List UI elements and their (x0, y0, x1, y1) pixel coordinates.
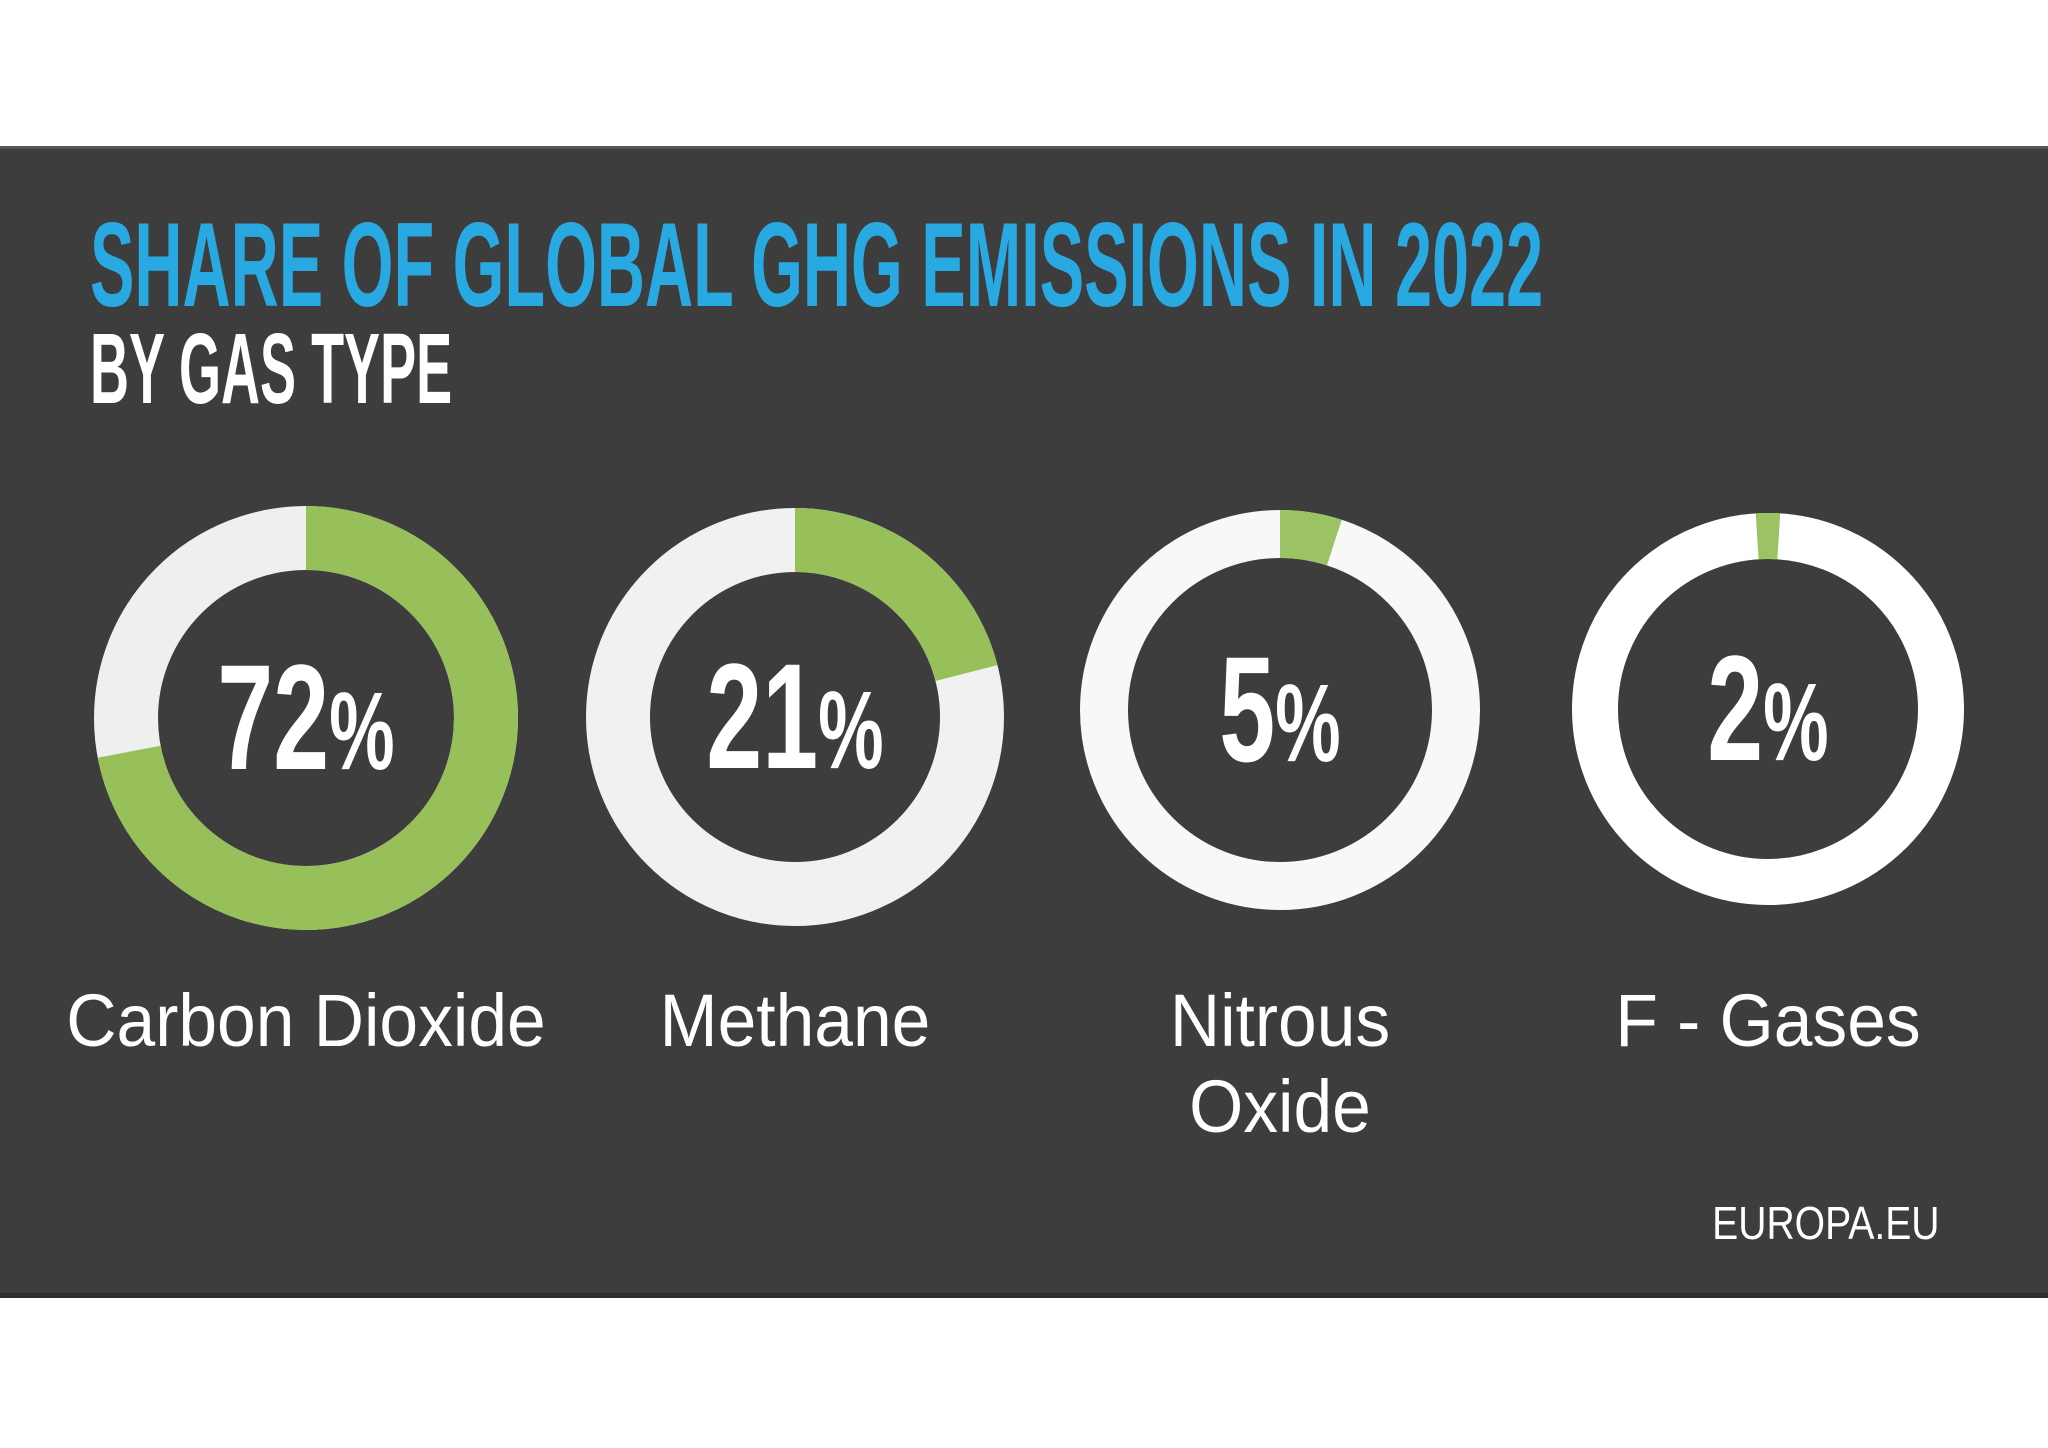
donut-chart (1080, 510, 1480, 910)
donut-category-label: Nitrous Oxide (1169, 979, 1391, 1148)
donut-chart (1572, 513, 1964, 905)
donut-percentage-value: 2% (1601, 633, 1936, 783)
donut-chart (586, 508, 1004, 926)
dark-panel-background (0, 146, 2048, 1298)
donut-percentage-value: 5% (1113, 634, 1448, 784)
donut-percentage-value: 21% (628, 641, 963, 791)
percentage-number: 21 (706, 632, 819, 800)
donut-category-label: F - Gases (1615, 979, 1921, 1062)
donut-category-label: Carbon Dioxide (66, 979, 546, 1062)
page-title: SHARE OF GLOBAL GHG EMISSIONS IN 2022 (90, 198, 1544, 332)
percentage-number: 5 (1219, 625, 1276, 793)
donut-chart (94, 506, 518, 930)
attribution-text: EUROPA.EU (1712, 1197, 1940, 1249)
donut-value-segment (1080, 510, 1480, 910)
percent-sign: % (329, 670, 395, 793)
donut-category-label: Methane (659, 979, 931, 1062)
percentage-number: 72 (217, 633, 330, 801)
percent-sign: % (1763, 661, 1829, 784)
donut-value-segment (586, 508, 1004, 926)
page-subtitle: BY GAS TYPE (90, 313, 453, 425)
percent-sign: % (1275, 662, 1341, 785)
percentage-number: 2 (1707, 624, 1764, 792)
donut-value-segment (94, 506, 518, 930)
donut-percentage-value: 72% (139, 642, 474, 792)
percent-sign: % (818, 669, 884, 792)
